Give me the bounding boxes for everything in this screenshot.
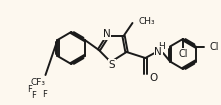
Text: F: F [31,91,36,100]
Text: S: S [108,60,115,70]
Text: N: N [103,29,111,39]
Text: CH₃: CH₃ [138,16,155,26]
Text: O: O [149,73,158,83]
Text: N: N [154,47,162,57]
Text: Cl: Cl [210,41,219,51]
Text: F: F [42,89,47,98]
Text: F: F [27,85,32,93]
Text: CF₃: CF₃ [30,77,45,87]
Text: H: H [158,41,164,51]
Text: Cl: Cl [178,49,188,59]
